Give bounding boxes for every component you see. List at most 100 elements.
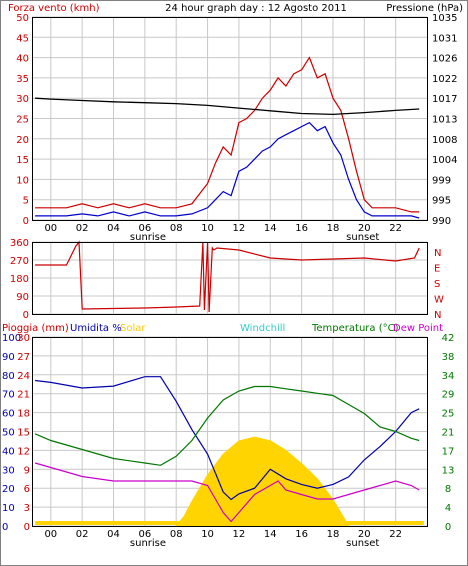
- wind-hour-label: 18: [327, 223, 340, 234]
- temperature-tick-label: 21: [442, 428, 455, 439]
- temperature-tick-label: 29: [442, 390, 455, 401]
- wind-tick-label: 10: [16, 175, 29, 186]
- windchill-legend: Windchill: [240, 323, 285, 334]
- pressure-tick-label: 1017: [432, 94, 457, 105]
- temperature-tick-label: 34: [442, 371, 455, 382]
- climate-hour-label: 06: [138, 529, 151, 540]
- pressure-tick-label: 1008: [432, 135, 457, 146]
- humidity-tick-label: 30: [2, 465, 15, 476]
- day-title: 24 hour graph day : 12 Agosto 2011: [165, 3, 347, 14]
- rain-tick-label: 3: [24, 503, 30, 514]
- temperature-tick-label: 42: [442, 333, 455, 344]
- temperature-tick-label: 38: [442, 352, 455, 363]
- temperature-tick-label: 8: [445, 484, 451, 495]
- climate-hour-label: 04: [107, 529, 120, 540]
- climate-hour-label: 02: [76, 529, 89, 540]
- rain-tick-label: 24: [17, 371, 30, 382]
- wind-tick-label: 30: [16, 94, 29, 105]
- wind-tick-label: 20: [16, 135, 29, 146]
- wind-sunset-label: sunset: [346, 232, 379, 243]
- wind-hour-label: 20: [358, 223, 371, 234]
- humidity-tick-label: 50: [2, 428, 15, 439]
- pressure-line: [35, 97, 420, 116]
- climate-plot-frame: [32, 337, 428, 527]
- humidity-tick-label: 40: [2, 446, 15, 457]
- cardinal-label: N: [434, 310, 441, 321]
- wind-hour-label: 02: [76, 223, 89, 234]
- solar-baseline: [35, 521, 424, 525]
- humidity-tick-label: 20: [2, 484, 15, 495]
- climate-hour-label: 22: [389, 529, 402, 540]
- wind-avg-line: [35, 121, 420, 219]
- rain-tick-label: 9: [24, 465, 30, 476]
- climate-series: [34, 376, 424, 527]
- pressure-axis-labels: 990 995 999 1004 1008 1013 1017 1022 1026 1031 103…: [432, 13, 457, 227]
- wind-hour-label: 16: [295, 223, 308, 234]
- wind-hour-label: 00: [44, 223, 57, 234]
- pressure-tick-label: 1004: [432, 155, 457, 166]
- wind-hour-label: 04: [107, 223, 120, 234]
- wind-hour-label: 22: [389, 223, 402, 234]
- pressure-title: Pressione (hPa): [386, 3, 463, 14]
- direction-series: [35, 240, 420, 313]
- rain-legend: Pioggia (mm): [2, 323, 69, 334]
- pressure-tick-label: 990: [432, 216, 451, 227]
- temperature-tick-label: 4: [445, 503, 451, 514]
- wind-tick-label: 0: [23, 216, 29, 227]
- direction-tick-label: 360: [10, 238, 29, 249]
- solar-legend: Solar: [120, 323, 146, 334]
- climate-hour-label: 18: [327, 529, 340, 540]
- humidity-line: [35, 376, 420, 501]
- wind-gust-line: [35, 56, 420, 213]
- cardinal-label: E: [434, 264, 440, 275]
- cardinal-label: W: [434, 295, 444, 306]
- direction-plot-frame: [32, 242, 428, 315]
- pressure-tick-label: 1026: [432, 54, 457, 65]
- climate-hour-labels: 00 02 04 06 08 10 12 14 16 18 20 22 sunrise sunset: [44, 529, 402, 549]
- wind-hour-labels: 00 02 04 06 08 10 12 14 16 18 20 22 sunrise sunset: [44, 223, 402, 243]
- dewpoint-legend: Dew Point: [393, 323, 443, 334]
- climate-hour-label: 10: [201, 529, 214, 540]
- direction-axis-labels: 0 90 180 270 360: [10, 238, 29, 321]
- climate-sunset-label: sunset: [346, 538, 379, 549]
- wind-tick-label: 40: [16, 54, 29, 65]
- climate-hour-label: 12: [233, 529, 246, 540]
- rain-tick-label: 30: [17, 333, 30, 344]
- rain-tick-label: 18: [17, 409, 30, 420]
- climate-hour-label: 14: [264, 529, 277, 540]
- rain-tick-label: 6: [24, 484, 30, 495]
- humidity-tick-label: 80: [2, 371, 15, 382]
- pressure-tick-label: 1022: [432, 74, 457, 85]
- wind-series: [35, 56, 420, 219]
- climate-hour-label: 00: [44, 529, 57, 540]
- wind-title: Forza vento (kmh): [8, 3, 100, 14]
- wind-tick-label: 35: [16, 74, 29, 85]
- temperature-legend: Temperatura (°C): [311, 323, 399, 334]
- wind-tick-label: 25: [16, 115, 29, 126]
- rain-tick-label: 21: [17, 390, 30, 401]
- wind-hour-label: 08: [170, 223, 183, 234]
- temperature-axis-labels: 0 4 8 13 17 21 25 29 34 38 42: [442, 333, 455, 533]
- climate-hour-label: 20: [358, 529, 371, 540]
- wind-axis-labels: 0 5 10 15 20 25 30 35 40 45 50: [16, 13, 29, 227]
- wind-plot-frame: [32, 17, 428, 221]
- cardinal-label: S: [434, 279, 440, 290]
- wind-hour-label: 12: [233, 223, 246, 234]
- wind-hour-label: 10: [201, 223, 214, 234]
- rain-tick-label: 15: [17, 428, 30, 439]
- pressure-tick-label: 995: [432, 196, 451, 207]
- direction-tick-label: 270: [10, 256, 29, 267]
- wind-tick-label: 45: [16, 33, 29, 44]
- pressure-tick-label: 1013: [432, 115, 457, 126]
- wind-tick-label: 5: [23, 196, 29, 207]
- wind-tick-label: 15: [16, 155, 29, 166]
- wind-sunrise-label: sunrise: [130, 232, 166, 243]
- temperature-line: [34, 385, 420, 466]
- rain-tick-label: 12: [17, 446, 30, 457]
